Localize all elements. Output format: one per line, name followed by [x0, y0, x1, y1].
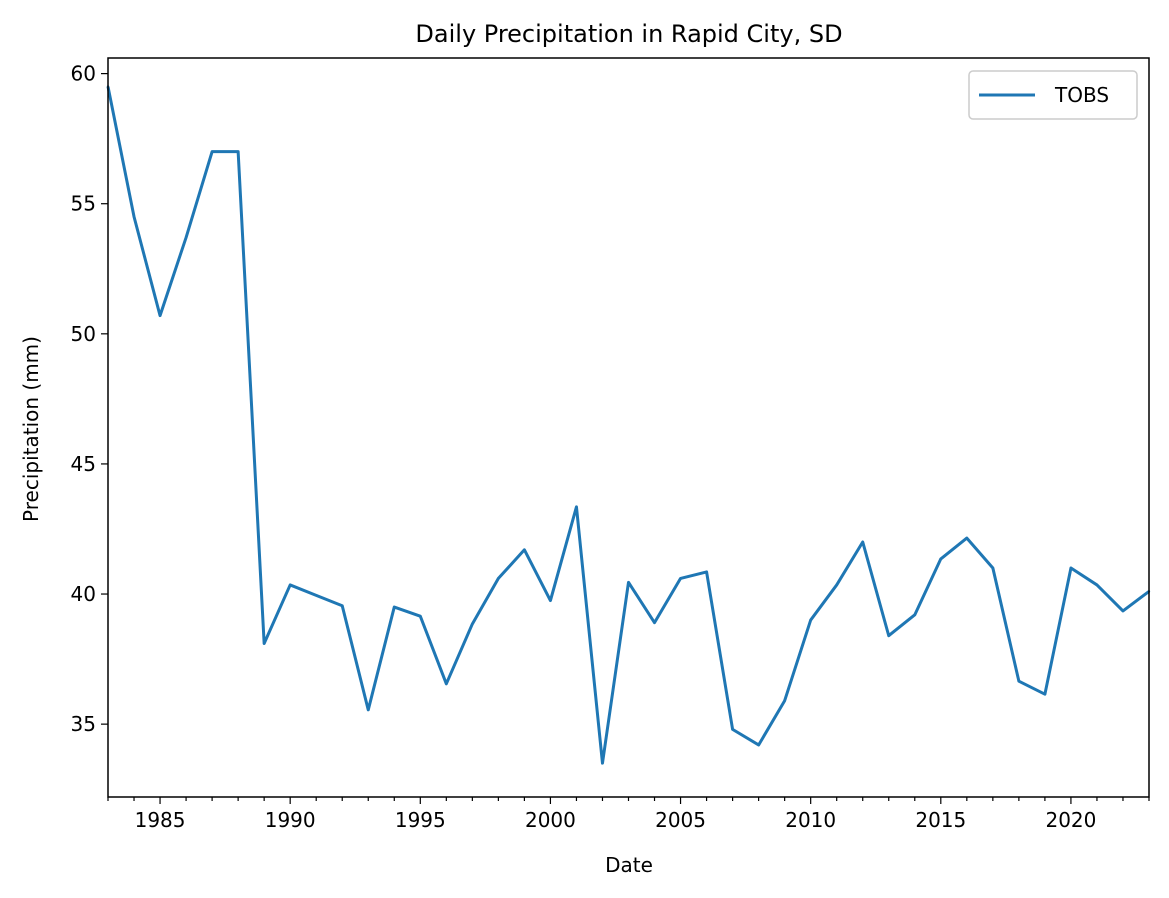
x-axis: 1985 1990 1995 2000 2005 2010 2015 2020 — [107, 797, 1150, 832]
y-tick-label: 40 — [71, 582, 96, 606]
data-point — [1043, 693, 1047, 696]
data-point — [991, 566, 995, 570]
data-point — [679, 577, 682, 580]
x-tick-label: 2020 — [1045, 808, 1096, 832]
legend: TOBS — [968, 70, 1138, 120]
x-tick-label: 2010 — [785, 808, 836, 832]
data-point — [184, 236, 188, 239]
x-tick-label: 1995 — [395, 808, 446, 832]
x-tick-label: 1985 — [135, 808, 186, 832]
data-point — [783, 699, 786, 702]
data-point — [210, 150, 214, 153]
data-point — [367, 708, 370, 712]
data-point — [262, 642, 266, 645]
data-point — [913, 613, 916, 617]
x-tick-label: 2000 — [525, 808, 576, 832]
legend-label: TOBS — [1054, 83, 1109, 107]
y-tick-label: 55 — [71, 192, 96, 216]
data-point — [445, 682, 448, 686]
y-tick-label: 45 — [71, 452, 96, 476]
data-point — [288, 583, 292, 587]
data-point — [236, 150, 240, 153]
x-tick-label: 2005 — [655, 808, 706, 832]
data-point — [1069, 566, 1073, 570]
data-point — [601, 761, 604, 765]
data-point — [523, 548, 526, 551]
data-point — [705, 570, 708, 574]
data-point — [965, 536, 969, 540]
data-point — [835, 583, 838, 587]
y-axis-label: Precipitation (mm) — [19, 336, 43, 522]
data-point — [158, 314, 162, 317]
data-point — [419, 614, 422, 618]
data-point — [393, 605, 396, 609]
data-point — [939, 557, 942, 561]
data-point — [887, 634, 890, 637]
data-point — [653, 621, 656, 624]
data-point — [1121, 609, 1125, 613]
data-point — [497, 577, 500, 580]
data-point — [315, 594, 318, 597]
chart-title: Daily Precipitation in Rapid City, SD — [415, 20, 842, 48]
y-axis: 35 40 45 50 55 60 — [71, 62, 108, 736]
data-point — [809, 618, 812, 622]
y-tick-label: 35 — [71, 712, 96, 736]
data-point — [1017, 680, 1021, 683]
data-point — [471, 622, 474, 626]
data-point — [627, 581, 630, 584]
y-tick-label: 60 — [71, 62, 96, 86]
data-point — [132, 215, 136, 218]
data-point — [575, 505, 578, 509]
data-point — [549, 599, 552, 602]
data-point — [731, 728, 734, 731]
y-tick-label: 50 — [71, 322, 96, 346]
data-point — [1095, 583, 1099, 587]
x-tick-label: 2015 — [915, 808, 966, 832]
data-point — [341, 604, 344, 607]
legend-box — [968, 70, 1138, 120]
data-point — [757, 743, 760, 747]
data-point — [861, 540, 864, 544]
x-axis-label: Date — [605, 853, 653, 877]
x-tick-label: 1990 — [265, 808, 316, 832]
